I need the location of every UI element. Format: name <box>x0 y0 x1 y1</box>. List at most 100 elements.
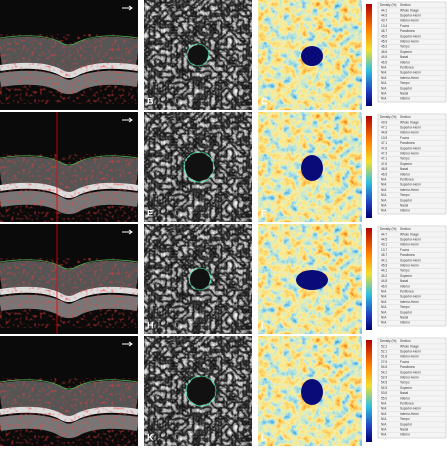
table-value: N/A <box>381 76 387 80</box>
table-value: 13.4 <box>381 24 387 28</box>
oct-scan <box>0 224 138 334</box>
table-header: Density (%) <box>380 339 396 343</box>
table-section: Superior <box>400 422 413 426</box>
table-value: N/A <box>381 86 387 90</box>
oct-scan <box>0 336 138 446</box>
arrow-icon <box>122 229 133 235</box>
faz-dark <box>301 155 323 181</box>
ilm-line <box>0 155 138 166</box>
flow-overlay <box>0 378 138 446</box>
table-value: N/A <box>381 178 387 182</box>
table-section: Superior-Hemi <box>400 238 421 242</box>
table-section: Nasal <box>400 167 408 171</box>
colorbar <box>366 340 372 442</box>
figure-row: H I Density (%) Section 44.7 Whole Image 44.5 S… <box>0 224 447 334</box>
table-value: N/A <box>381 310 387 314</box>
table-section: Fovea <box>400 136 409 140</box>
faz <box>187 377 215 405</box>
table-section: Inferior-Hemi <box>400 131 419 135</box>
table-value: N/A <box>381 198 387 202</box>
oct-scan <box>0 0 138 110</box>
table-value: N/A <box>381 209 387 213</box>
table-header: Section <box>400 339 411 343</box>
flow-overlay <box>0 154 138 222</box>
table-value: N/A <box>381 290 387 294</box>
faz-dark <box>296 270 328 290</box>
table-section: Inferior-Hemi <box>400 264 419 268</box>
table-section: Inferior-Hemi <box>400 376 419 380</box>
table-section: Perifovea <box>400 290 414 294</box>
table-section: Superior <box>400 386 413 390</box>
oct-scan <box>0 112 138 222</box>
table-value: N/A <box>381 71 387 75</box>
table-section: Fovea <box>400 248 409 252</box>
density-map: L <box>258 336 362 446</box>
table-section: Perifovea <box>400 66 414 70</box>
angiogram: B <box>144 0 252 110</box>
table-section: Superior-Hemi <box>400 370 421 374</box>
table-value: 52.1 <box>381 350 387 354</box>
table-section: Superior-Hemi <box>400 350 421 354</box>
table-section: Tempo <box>400 417 410 421</box>
table-value: N/A <box>381 97 387 101</box>
table-value: 47.1 <box>381 157 387 161</box>
table-frame <box>377 1 447 103</box>
arrow-icon <box>122 117 133 123</box>
panel-letter: F <box>261 208 267 218</box>
table-header: Section <box>400 115 411 119</box>
faz-dark <box>301 379 323 405</box>
table-value: N/A <box>381 422 387 426</box>
table-frame <box>377 113 447 215</box>
table-value: 45.7 <box>381 253 387 257</box>
table-value: 13.5 <box>381 136 387 140</box>
table-section: Superior-Hemi <box>400 34 421 38</box>
table-value: 47.6 <box>381 146 387 150</box>
table-section: Inferior-Hemi <box>400 355 419 359</box>
faz-outline <box>186 43 210 67</box>
table-section: Tempo <box>400 381 410 385</box>
table-value: N/A <box>381 417 387 421</box>
table-value: N/A <box>381 316 387 320</box>
colorbar <box>366 228 372 330</box>
table-section: Inferior <box>400 321 411 325</box>
table-section: Whole Image <box>400 8 419 12</box>
table-value: 43.1 <box>381 243 387 247</box>
table-section: Whole Image <box>400 232 419 236</box>
table-section: Tempo <box>400 45 410 49</box>
table-section: Tempo <box>400 157 410 161</box>
arrow-icon <box>122 341 133 347</box>
colorbar <box>366 116 372 218</box>
table-section: Nasal <box>400 55 408 59</box>
ilm-line <box>0 259 138 270</box>
table-section: Superior <box>400 50 413 54</box>
table-value: 47.1 <box>381 126 387 130</box>
ilm-line <box>0 379 138 390</box>
table-header: Section <box>400 3 411 7</box>
table-section: Superior <box>400 310 413 314</box>
table-value: 46.6 <box>381 50 387 54</box>
panel-letter: I <box>261 320 264 330</box>
table-value: N/A <box>381 321 387 325</box>
colorbar <box>366 4 372 106</box>
table-header: Density (%) <box>380 227 396 231</box>
table-section: Inferior <box>400 97 411 101</box>
faz <box>185 153 213 181</box>
angiogram: K <box>144 336 252 446</box>
table-section: Superior-Hemi <box>400 258 421 262</box>
table-section: Fovea <box>400 24 409 28</box>
faz-outline <box>183 151 215 183</box>
flow-overlay <box>0 34 138 104</box>
table-section: Parafovea <box>400 29 415 33</box>
table-value: 45.5 <box>381 34 387 38</box>
arrow-icon <box>122 5 133 11</box>
table-header: Density (%) <box>380 115 396 119</box>
flow-overlay <box>0 258 138 328</box>
table-section: Superior-Hemi <box>400 183 421 187</box>
table-section: Inferior-Hemi <box>400 76 419 80</box>
density-map: F <box>258 112 362 222</box>
table-value: 44.1 <box>381 258 387 262</box>
table-section: Fovea <box>400 360 409 364</box>
table-value: N/A <box>381 407 387 411</box>
table-value: N/A <box>381 295 387 299</box>
density-map: C <box>258 0 362 110</box>
